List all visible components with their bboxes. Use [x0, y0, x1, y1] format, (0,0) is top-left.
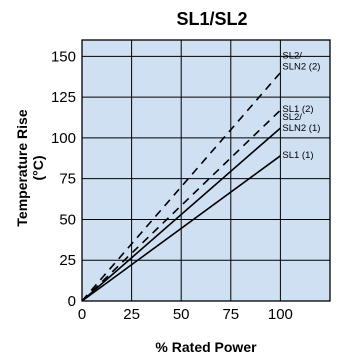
y-tick-label: 0 [68, 293, 76, 310]
series-label-line: SL1 (1) [282, 150, 313, 161]
y-tick-label: 25 [59, 252, 76, 269]
y-axis-title: Temperature Rise (°C) [14, 109, 46, 226]
series-label-2: SL1 (2) [282, 104, 313, 115]
x-tick-label: 25 [123, 306, 140, 323]
plot-frame [81, 39, 331, 302]
y-tick-label: 100 [51, 130, 76, 147]
x-tick-label: 75 [222, 306, 239, 323]
series-label-line: SLN2 (2) [282, 62, 320, 73]
series-label-4: SL1 (1) [282, 150, 313, 161]
series-labels: SL2/SLN2 (2)SL1 (2)SL2/SLN2 (1)SL1 (1) [282, 51, 320, 161]
y-tick-label: 125 [51, 89, 76, 106]
series-label-1: SL2/SLN2 (2) [282, 51, 320, 73]
y-axis-title-line-1: Temperature Rise [14, 109, 30, 226]
y-tick-label: 150 [51, 48, 76, 65]
plot-area [82, 40, 330, 301]
y-axis-title-line-2: (°C) [30, 155, 46, 180]
x-tick-label: 100 [268, 306, 293, 323]
series-label-3: SL2/SLN2 (1) [282, 112, 320, 134]
chart-title: SL1/SL2 [176, 9, 247, 29]
series-label-line: SL2/ [282, 112, 302, 123]
series-lines [81, 72, 282, 302]
y-tick-labels: 0 25 50 75 100 125 150 [51, 48, 76, 310]
series-label-line: SL1 (2) [282, 104, 313, 115]
series-label-line: SL2/ [282, 51, 302, 62]
x-tick-labels: 0 25 50 75 100 [78, 306, 293, 323]
series-line-3 [81, 127, 281, 302]
series-line-2 [81, 109, 281, 302]
y-tick-label: 75 [59, 171, 76, 188]
x-tick-label: 0 [78, 306, 86, 323]
y-tick-label: 50 [59, 211, 76, 228]
x-tick-label: 50 [173, 306, 190, 323]
series-line-1 [81, 72, 282, 302]
x-axis-title: % Rated Power [155, 339, 257, 355]
series-line-4 [81, 155, 281, 302]
series-label-line: SLN2 (1) [282, 123, 320, 134]
